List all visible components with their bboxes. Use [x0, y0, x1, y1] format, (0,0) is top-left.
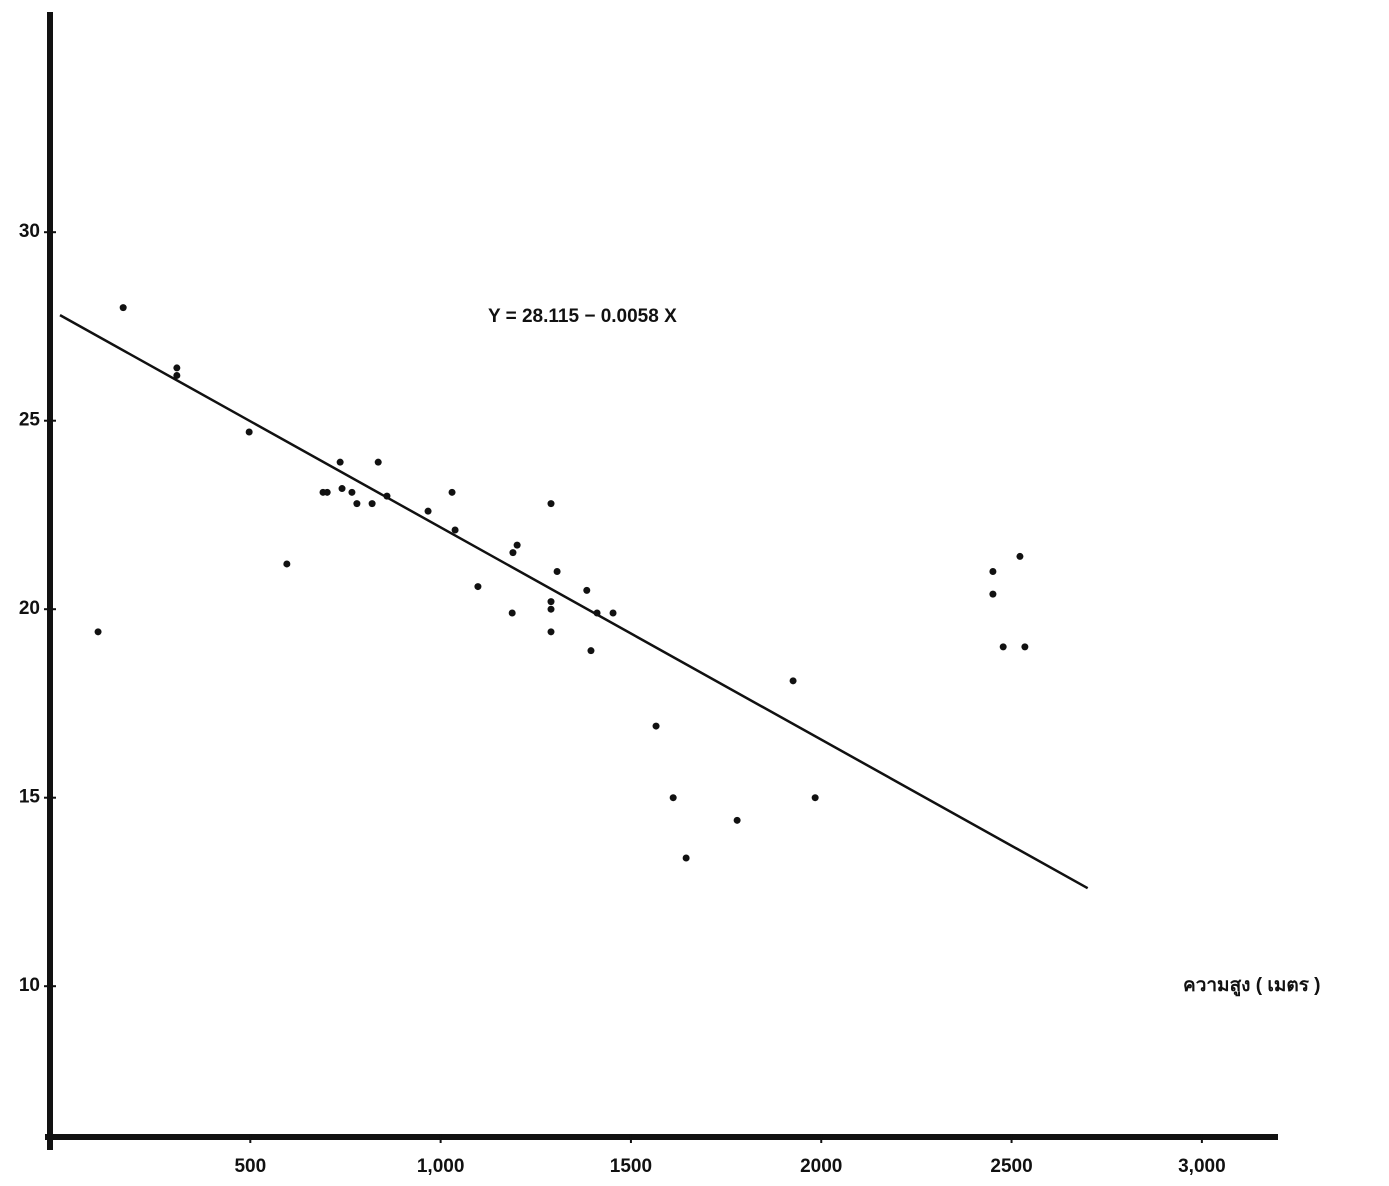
data-point — [95, 628, 102, 635]
y-tick-label: 15 — [19, 787, 41, 808]
data-point — [283, 560, 290, 567]
data-point — [509, 609, 516, 616]
data-point — [989, 568, 996, 575]
data-point — [548, 628, 555, 635]
x-tick-label: 3,000 — [1178, 1156, 1226, 1177]
y-tick-label: 10 — [19, 975, 40, 996]
data-point — [246, 429, 253, 436]
data-point — [353, 500, 360, 507]
data-point — [683, 855, 690, 862]
data-point — [514, 542, 521, 549]
data-point — [734, 817, 741, 824]
data-point — [812, 794, 819, 801]
data-point — [548, 500, 555, 507]
data-point — [790, 677, 797, 684]
data-point — [120, 304, 127, 311]
x-tick-label: 1,000 — [417, 1156, 465, 1177]
data-point — [583, 587, 590, 594]
chart: Y = 28.115 − 0.0058 X ความสูง ( เมตร ) 1… — [0, 0, 1389, 1186]
data-point — [449, 489, 456, 496]
data-point — [653, 723, 660, 730]
data-point — [339, 485, 346, 492]
x-tick-label: 1500 — [610, 1156, 652, 1177]
y-tick-label: 20 — [19, 598, 40, 619]
data-point — [375, 459, 382, 466]
data-point — [452, 527, 459, 534]
data-point — [369, 500, 376, 507]
data-point — [348, 489, 355, 496]
data-point — [1000, 643, 1007, 650]
regression-line — [60, 315, 1088, 888]
data-point — [173, 364, 180, 371]
data-point — [1021, 643, 1028, 650]
data-point — [509, 549, 516, 556]
data-point — [587, 647, 594, 654]
x-tick-label: 2500 — [990, 1156, 1032, 1177]
data-point — [324, 489, 331, 496]
regression-equation: Y = 28.115 − 0.0058 X — [488, 306, 677, 327]
data-point — [425, 508, 432, 515]
data-point — [548, 606, 555, 613]
x-axis-label: ความสูง ( เมตร ) — [1183, 975, 1321, 997]
data-point — [554, 568, 561, 575]
x-tick-label: 2000 — [800, 1156, 842, 1177]
y-tick-label: 30 — [19, 221, 40, 242]
data-point — [337, 459, 344, 466]
data-point — [670, 794, 677, 801]
y-tick-label: 25 — [19, 410, 41, 431]
x-tick-label: 500 — [234, 1156, 266, 1177]
data-point — [1016, 553, 1023, 560]
data-point — [548, 598, 555, 605]
data-point — [610, 609, 617, 616]
data-point — [474, 583, 481, 590]
data-point — [989, 591, 996, 598]
